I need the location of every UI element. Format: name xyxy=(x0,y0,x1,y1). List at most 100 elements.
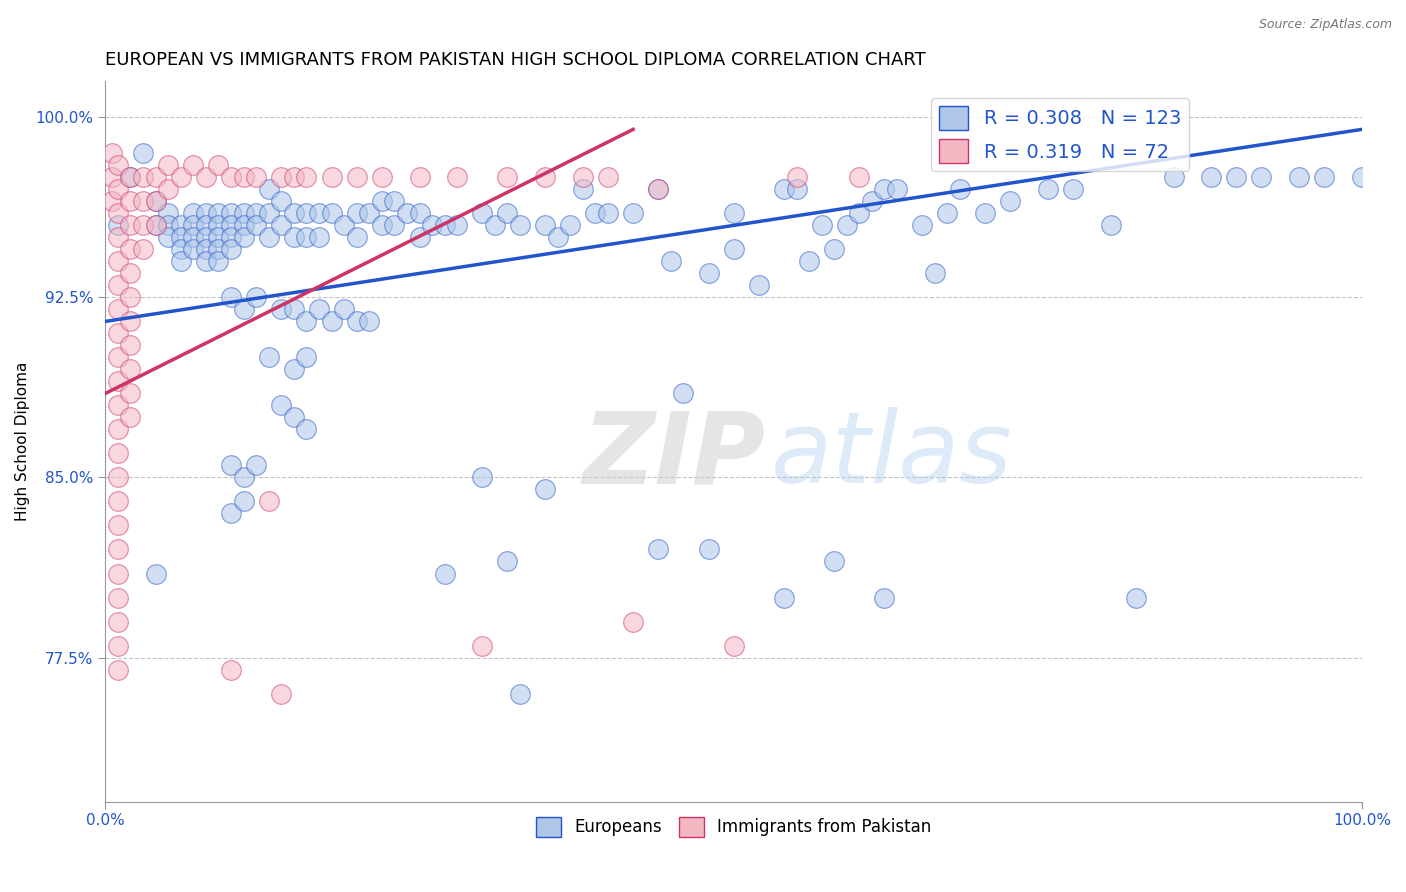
Point xyxy=(120,219,142,233)
Point xyxy=(232,206,254,220)
Point xyxy=(1125,591,1147,605)
Point xyxy=(132,194,155,209)
Point xyxy=(232,230,254,244)
Point xyxy=(107,639,129,653)
Point xyxy=(333,302,356,317)
Point xyxy=(170,254,193,268)
Point xyxy=(232,302,254,317)
Point xyxy=(1351,170,1374,185)
Point xyxy=(295,351,318,365)
Point xyxy=(157,206,180,220)
Point xyxy=(245,219,267,233)
Point xyxy=(120,386,142,401)
Point xyxy=(183,230,205,244)
Point xyxy=(283,230,305,244)
Point xyxy=(974,206,997,220)
Point xyxy=(132,146,155,161)
Point xyxy=(132,219,155,233)
Point xyxy=(384,194,406,209)
Point xyxy=(207,206,229,220)
Point xyxy=(207,243,229,257)
Point xyxy=(257,182,280,196)
Point xyxy=(748,278,770,293)
Point xyxy=(270,194,292,209)
Point xyxy=(145,566,167,581)
Point xyxy=(496,206,519,220)
Point xyxy=(183,243,205,257)
Point xyxy=(1099,219,1122,233)
Point xyxy=(183,219,205,233)
Point xyxy=(596,170,619,185)
Point xyxy=(107,326,129,341)
Point xyxy=(786,182,808,196)
Point xyxy=(446,219,468,233)
Point xyxy=(194,206,217,220)
Point xyxy=(860,194,883,209)
Point xyxy=(257,230,280,244)
Point xyxy=(659,254,682,268)
Point xyxy=(219,663,242,677)
Point xyxy=(647,182,669,196)
Point xyxy=(308,230,330,244)
Point xyxy=(219,507,242,521)
Point xyxy=(194,170,217,185)
Point xyxy=(384,219,406,233)
Point xyxy=(219,170,242,185)
Point xyxy=(346,170,368,185)
Point xyxy=(621,206,644,220)
Point xyxy=(949,182,972,196)
Point xyxy=(346,314,368,328)
Point xyxy=(107,663,129,677)
Point xyxy=(207,219,229,233)
Point xyxy=(496,554,519,568)
Point xyxy=(283,410,305,425)
Point xyxy=(107,206,129,220)
Point xyxy=(145,194,167,209)
Point xyxy=(219,290,242,304)
Point xyxy=(433,219,456,233)
Point xyxy=(245,290,267,304)
Point xyxy=(107,351,129,365)
Point xyxy=(848,206,870,220)
Point xyxy=(723,206,745,220)
Point xyxy=(132,243,155,257)
Point xyxy=(509,687,531,701)
Point xyxy=(283,302,305,317)
Point xyxy=(873,591,896,605)
Point xyxy=(107,591,129,605)
Point xyxy=(911,219,934,233)
Point xyxy=(170,230,193,244)
Point xyxy=(157,219,180,233)
Point xyxy=(107,182,129,196)
Point xyxy=(697,267,720,281)
Text: EUROPEAN VS IMMIGRANTS FROM PAKISTAN HIGH SCHOOL DIPLOMA CORRELATION CHART: EUROPEAN VS IMMIGRANTS FROM PAKISTAN HIG… xyxy=(105,51,927,69)
Point xyxy=(120,170,142,185)
Point xyxy=(120,410,142,425)
Point xyxy=(120,243,142,257)
Point xyxy=(120,194,142,209)
Point xyxy=(321,314,343,328)
Point xyxy=(107,158,129,172)
Point xyxy=(998,194,1021,209)
Point xyxy=(245,458,267,473)
Point xyxy=(120,338,142,352)
Point xyxy=(797,254,820,268)
Text: Source: ZipAtlas.com: Source: ZipAtlas.com xyxy=(1258,18,1392,31)
Point xyxy=(157,230,180,244)
Point xyxy=(408,230,430,244)
Point xyxy=(697,542,720,557)
Point xyxy=(283,206,305,220)
Point xyxy=(572,170,595,185)
Point xyxy=(308,302,330,317)
Legend: Europeans, Immigrants from Pakistan: Europeans, Immigrants from Pakistan xyxy=(530,810,938,844)
Point xyxy=(145,219,167,233)
Point xyxy=(1250,170,1272,185)
Point xyxy=(1062,182,1084,196)
Point xyxy=(672,386,695,401)
Point xyxy=(194,219,217,233)
Point xyxy=(107,566,129,581)
Point xyxy=(219,206,242,220)
Point xyxy=(120,290,142,304)
Point xyxy=(107,254,129,268)
Point xyxy=(100,194,122,209)
